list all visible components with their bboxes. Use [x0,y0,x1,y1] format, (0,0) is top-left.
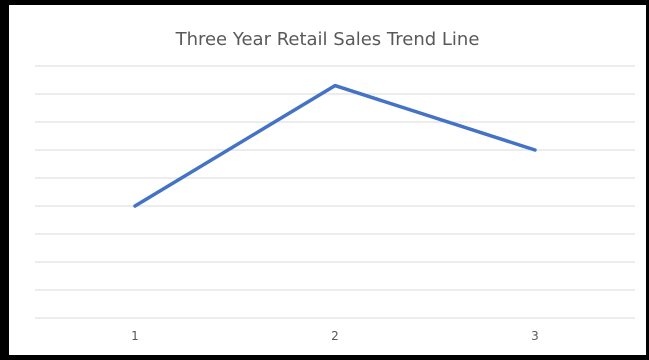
data-point [333,84,337,88]
data-point [533,148,537,152]
x-tick-label: 2 [331,329,339,343]
chart-title: Three Year Retail Sales Trend Line [175,29,480,50]
line-chart: 1 2 3 [35,65,635,343]
chart-area: Three Year Retail Sales Trend Line 1 2 3 [9,5,646,355]
x-tick-label: 1 [131,329,139,343]
x-tick-label: 3 [531,329,539,343]
series-line [133,83,537,208]
data-point [133,204,137,208]
